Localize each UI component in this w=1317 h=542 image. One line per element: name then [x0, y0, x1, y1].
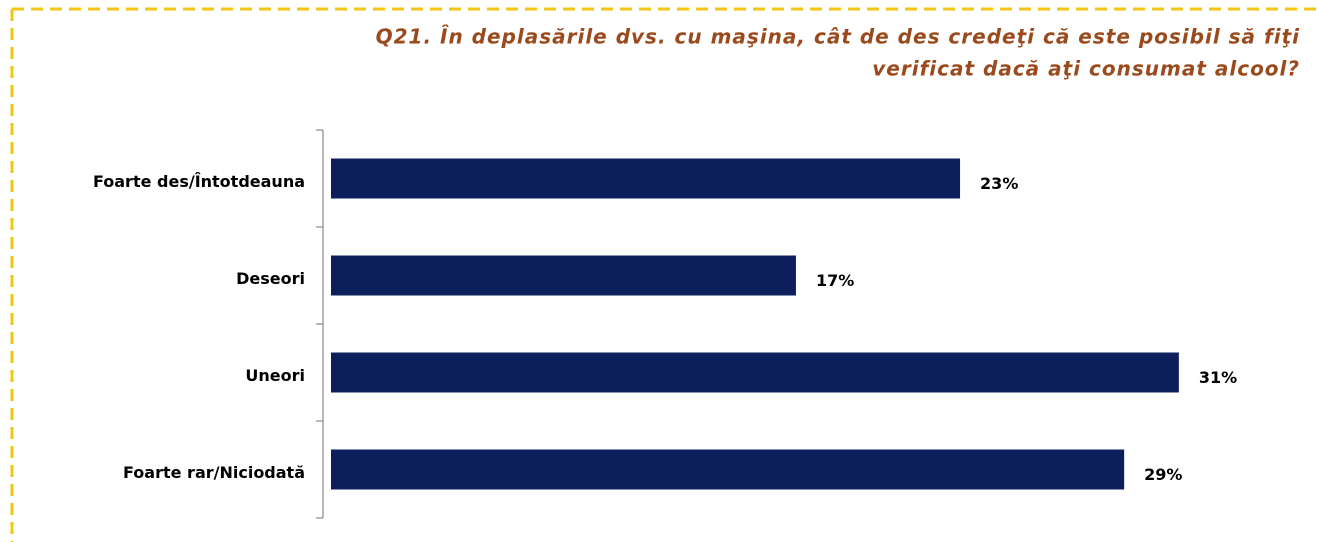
chart-title: Q21. În deplasările dvs. cu maşina, cât … [376, 25, 1301, 49]
category-label: Foarte des/Întotdeauna [93, 172, 305, 191]
category-label: Uneori [245, 366, 305, 385]
chart-title: verificat dacă aţi consumat alcool? [872, 57, 1300, 81]
bar [331, 352, 1179, 393]
bar [331, 449, 1125, 490]
value-label: 17% [816, 271, 854, 290]
category-label: Deseori [236, 269, 305, 288]
value-label: 23% [980, 174, 1018, 193]
bar [331, 255, 796, 296]
value-label: 29% [1144, 465, 1182, 484]
bar [331, 158, 961, 199]
category-label: Foarte rar/Niciodată [123, 463, 305, 482]
value-label: 31% [1199, 368, 1237, 387]
category-axis [316, 129, 324, 519]
